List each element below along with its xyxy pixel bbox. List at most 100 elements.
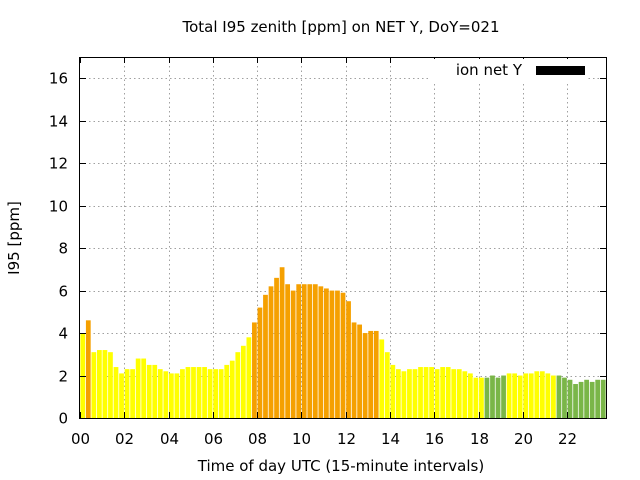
bar xyxy=(440,367,446,418)
bar xyxy=(108,352,113,418)
bar xyxy=(373,330,379,418)
x-tick-label: 20 xyxy=(514,430,533,448)
bar xyxy=(191,367,196,418)
bar xyxy=(401,371,407,418)
legend-label: ion net Y xyxy=(456,61,523,79)
bar xyxy=(567,379,573,418)
bar xyxy=(534,371,540,418)
bar xyxy=(462,371,468,418)
grid xyxy=(80,57,606,418)
bar xyxy=(180,369,185,418)
legend-swatch xyxy=(536,66,585,75)
bar xyxy=(329,290,335,418)
bar xyxy=(240,345,246,418)
y-tick-label: 10 xyxy=(49,198,68,216)
bar xyxy=(102,350,108,418)
bar xyxy=(479,377,484,418)
bar xyxy=(445,367,451,418)
bar xyxy=(379,339,385,418)
bar xyxy=(285,284,291,418)
bar xyxy=(119,373,124,418)
bar xyxy=(551,375,556,418)
bar xyxy=(113,367,119,418)
bar xyxy=(351,322,357,418)
bar xyxy=(451,369,457,418)
bar xyxy=(307,284,313,418)
legend-background xyxy=(428,59,588,81)
bar xyxy=(418,367,423,418)
bar xyxy=(545,373,551,418)
y-tick-label: 0 xyxy=(58,410,68,428)
x-tick-label: 18 xyxy=(470,430,489,448)
bar xyxy=(484,377,490,418)
bar xyxy=(335,290,340,418)
x-tick-label: 14 xyxy=(381,430,400,448)
bar xyxy=(434,369,440,418)
bar xyxy=(279,267,285,418)
bar xyxy=(495,377,501,418)
bar xyxy=(362,333,368,418)
bar xyxy=(517,375,523,418)
bar xyxy=(80,333,86,418)
bar xyxy=(423,367,429,418)
bar xyxy=(456,369,462,418)
bar xyxy=(312,284,318,418)
bar xyxy=(202,367,207,418)
x-axis-label: Time of day UTC (15-minute intervals) xyxy=(197,457,484,475)
x-tick-label: 06 xyxy=(204,430,223,448)
y-axis-label: I95 [ppm] xyxy=(5,201,23,275)
chart-title: Total I95 zenith [ppm] on NET Y, DoY=021 xyxy=(181,18,499,36)
bar xyxy=(91,352,97,418)
bar xyxy=(318,286,324,418)
bar xyxy=(296,284,302,418)
y-tick-label: 12 xyxy=(49,155,68,173)
bar xyxy=(224,364,230,418)
bar xyxy=(141,358,147,418)
bar xyxy=(501,375,506,418)
bar xyxy=(412,369,418,418)
bar xyxy=(290,290,296,418)
y-tick-label: 16 xyxy=(49,70,68,88)
bar xyxy=(340,292,346,418)
bar xyxy=(274,277,279,418)
bar xyxy=(257,307,263,418)
y-tick-label: 2 xyxy=(58,368,68,386)
bar xyxy=(368,330,374,418)
bar xyxy=(467,373,473,418)
bar xyxy=(152,364,158,418)
y-tick-label: 4 xyxy=(58,325,68,343)
bar xyxy=(218,369,224,418)
bar xyxy=(600,379,606,418)
bar xyxy=(229,360,235,418)
bar xyxy=(85,320,91,418)
bar xyxy=(562,377,567,418)
y-tick-label: 8 xyxy=(58,240,68,258)
bar xyxy=(157,369,163,418)
bar xyxy=(395,369,401,418)
bar xyxy=(301,284,307,418)
bar xyxy=(584,379,589,418)
bar xyxy=(429,367,434,418)
bar xyxy=(384,352,390,418)
bar xyxy=(346,301,351,418)
bar xyxy=(556,375,562,418)
bar xyxy=(207,369,213,418)
bar xyxy=(512,373,518,418)
bar xyxy=(573,384,578,418)
x-tick-label: 10 xyxy=(292,430,311,448)
bar xyxy=(268,286,274,418)
bar xyxy=(124,369,130,418)
bar xyxy=(246,337,252,418)
x-tick-label: 02 xyxy=(115,430,134,448)
bar xyxy=(473,377,479,418)
bar xyxy=(357,324,362,418)
bar xyxy=(252,322,257,418)
bar xyxy=(174,373,180,418)
bar xyxy=(490,375,495,418)
bar xyxy=(235,352,241,418)
x-tick-label: 22 xyxy=(558,430,577,448)
bar xyxy=(578,381,584,418)
x-tick-label: 04 xyxy=(160,430,179,448)
y-tick-label: 6 xyxy=(58,283,68,301)
